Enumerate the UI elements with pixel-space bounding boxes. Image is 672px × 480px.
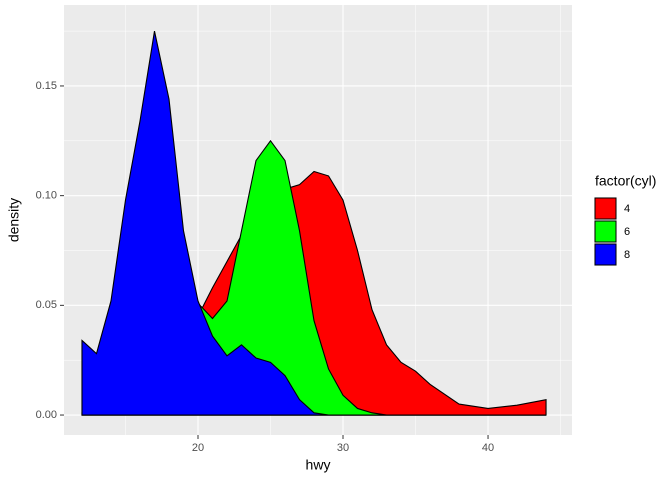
- y-axis-title: density: [6, 198, 22, 242]
- y-tick-label: 0.10: [36, 190, 57, 202]
- x-tick-label: 30: [337, 442, 349, 454]
- legend-key: [594, 197, 617, 220]
- legend-key: [594, 243, 617, 266]
- y-tick-label: 0.00: [36, 409, 57, 421]
- axes: 20 30 40 0.00 0.05 0.10 0.15: [36, 80, 495, 454]
- legend-label: 6: [624, 226, 630, 238]
- legend-label: 8: [624, 249, 630, 261]
- areas: [81, 30, 547, 416]
- x-tick-label: 40: [482, 442, 494, 454]
- y-tick-label: 0.05: [36, 299, 57, 311]
- density-area: [81, 30, 547, 416]
- legend: 4 6 8: [594, 197, 630, 266]
- legend-key: [594, 220, 617, 243]
- x-tick-label: 20: [192, 442, 204, 454]
- legend-title: factor(cyl): [595, 173, 656, 189]
- y-tick-label: 0.15: [36, 80, 57, 92]
- x-axis-title: hwy: [306, 457, 331, 473]
- legend-label: 4: [624, 203, 630, 215]
